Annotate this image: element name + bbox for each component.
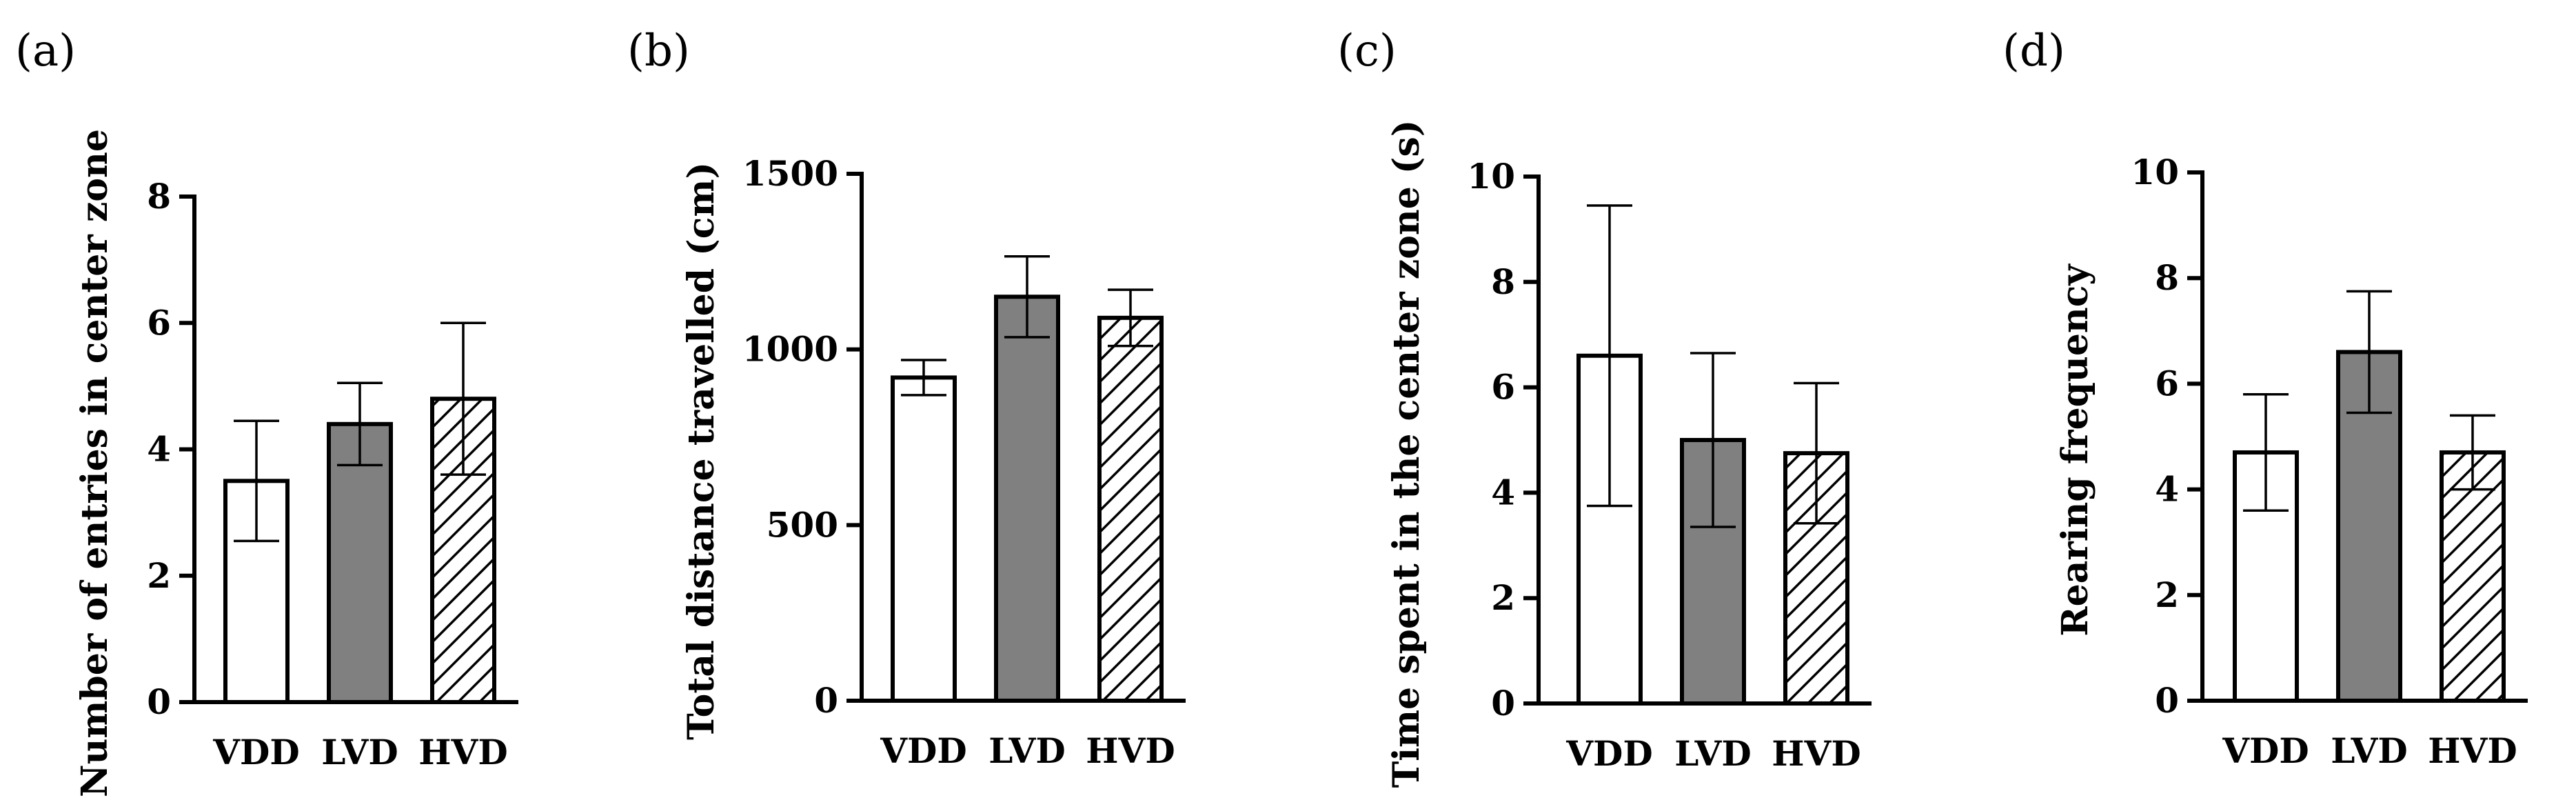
- x-category-label: VDD: [1565, 733, 1653, 774]
- x-category-label: HVD: [1772, 733, 1860, 774]
- y-tick-label: 4: [147, 429, 171, 470]
- y-tick-label: 6: [2155, 363, 2179, 403]
- x-category-label: LVD: [321, 732, 398, 772]
- bar-vdd: [891, 375, 957, 703]
- y-tick-label: 2: [147, 555, 171, 596]
- y-tick-label: 8: [147, 176, 171, 217]
- y-tick-label: 10: [1467, 156, 1515, 197]
- panel-label: (a): [15, 26, 76, 77]
- x-category-label: LVD: [2331, 730, 2407, 771]
- panel-label: (c): [1337, 26, 1397, 77]
- x-category-label: LVD: [988, 730, 1065, 771]
- x-category-label: HVD: [418, 732, 507, 772]
- chart-panel-2: (b) 0 500 1000 1500 Total distance travelled …: [627, 26, 1186, 771]
- panel-label: (b): [627, 26, 690, 77]
- y-tick-label: 8: [2155, 257, 2179, 298]
- y-tick-label: 8: [1491, 261, 1515, 302]
- x-category-label: HVD: [1086, 730, 1175, 771]
- y-axis-title: Time spent in the center zone (s): [1386, 120, 1428, 788]
- y-tick-label: 6: [147, 302, 171, 343]
- bar-lvd: [994, 294, 1060, 703]
- x-category-label: VDD: [212, 732, 300, 772]
- y-tick-label: 0: [814, 680, 838, 721]
- y-tick-label: 0: [1491, 683, 1515, 723]
- y-tick-label: 1000: [742, 329, 838, 370]
- y-tick-label: 0: [147, 681, 171, 722]
- y-tick-label: 2: [1491, 577, 1515, 618]
- y-axis-title: Number of entries in center zone: [74, 129, 116, 797]
- y-tick-label: 10: [2131, 152, 2179, 192]
- y-tick-label: 1500: [742, 153, 838, 194]
- x-category-label: LVD: [1674, 733, 1751, 774]
- y-tick-label: 0: [2155, 680, 2179, 721]
- chart-panel-1: (a) 0 2 4 6 8 Number of entries in center zone…: [15, 26, 518, 797]
- chart-panel-3: (c) 0 2 4 6 8 10 Time spent in the center zone …: [1337, 26, 1872, 788]
- chart-panel-4: (d) 0 2 4 6 8 10 Rearing frequency VDD LVD HVD: [2002, 26, 2528, 771]
- x-category-label: VDD: [2222, 730, 2309, 771]
- y-tick-label: 4: [2155, 469, 2179, 510]
- x-category-label: VDD: [880, 730, 967, 771]
- panel-label: (d): [2002, 26, 2065, 77]
- y-tick-label: 500: [767, 504, 838, 545]
- bar-hvd: [1097, 315, 1164, 703]
- x-category-label: HVD: [2428, 730, 2517, 771]
- y-axis-title: Rearing frequency: [2054, 263, 2096, 637]
- y-tick-label: 4: [1491, 472, 1515, 512]
- bar-vdd: [1576, 353, 1643, 706]
- y-axis-title: Total distance travelled (cm): [680, 162, 722, 740]
- y-tick-label: 6: [1491, 367, 1515, 408]
- y-tick-label: 2: [2155, 575, 2179, 615]
